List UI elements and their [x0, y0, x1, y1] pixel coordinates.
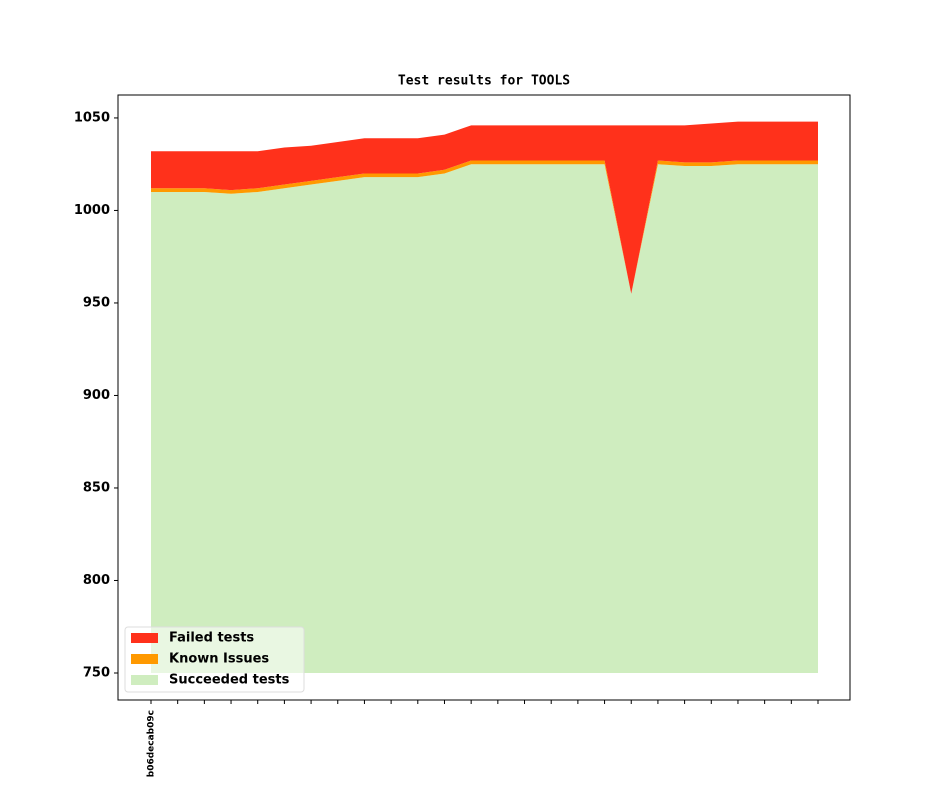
legend-frame	[124, 626, 305, 693]
y-tick-label: 800	[83, 573, 110, 588]
y-tick-label: 1000	[74, 203, 110, 218]
legend-swatch	[131, 654, 158, 664]
legend-swatch	[131, 633, 158, 643]
area	[151, 121, 818, 294]
plot-frame	[117, 94, 851, 701]
area	[151, 164, 818, 673]
chart-title: Test results for TOOLS	[398, 74, 570, 89]
x-tick-label: b06decab09c	[147, 710, 157, 777]
legend-label: Failed tests	[169, 631, 254, 646]
y-tick-label: 1050	[74, 110, 110, 125]
legend-swatch	[131, 675, 158, 685]
y-tick-label: 900	[83, 388, 110, 403]
legend-label: Succeeded tests	[169, 673, 290, 688]
legend: Failed tests Known Issues Succeeded tests	[124, 626, 305, 693]
y-tick-label: 750	[83, 665, 110, 680]
y-tick-label: 950	[83, 295, 110, 310]
legend-label: Known Issues	[169, 652, 269, 667]
y-tick-label: 850	[83, 480, 110, 495]
area	[151, 160, 818, 294]
